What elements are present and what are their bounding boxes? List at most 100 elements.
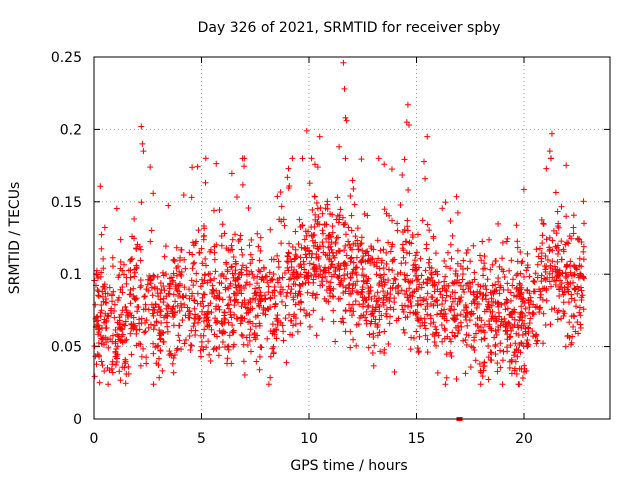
- data-point: [225, 346, 232, 353]
- data-point: [240, 341, 247, 348]
- data-point: [111, 314, 118, 321]
- data-point: [438, 322, 445, 329]
- data-point: [228, 170, 235, 177]
- data-point: [239, 155, 246, 162]
- data-point: [184, 304, 191, 311]
- data-point: [333, 234, 340, 241]
- data-point: [304, 289, 311, 296]
- data-point: [390, 306, 397, 313]
- data-point: [515, 332, 522, 339]
- data-point: [288, 258, 295, 265]
- data-point: [444, 249, 451, 256]
- data-point: [368, 311, 375, 318]
- data-point: [452, 267, 459, 274]
- data-point: [453, 375, 460, 382]
- data-point: [237, 232, 244, 239]
- data-point: [253, 358, 260, 365]
- data-point: [215, 352, 222, 359]
- data-point: [176, 307, 183, 314]
- data-point: [563, 213, 570, 220]
- data-point: [559, 270, 566, 277]
- data-point: [492, 257, 499, 264]
- data-point: [580, 256, 587, 263]
- data-point: [289, 243, 296, 250]
- data-point: [380, 302, 387, 309]
- data-point: [411, 257, 418, 264]
- data-point: [385, 277, 392, 284]
- data-point: [214, 333, 221, 340]
- data-point: [347, 274, 354, 281]
- data-point: [397, 269, 404, 276]
- data-point: [524, 343, 531, 350]
- data-point: [274, 252, 281, 259]
- data-point: [267, 295, 274, 302]
- data-point: [264, 279, 271, 286]
- data-point: [147, 164, 154, 171]
- data-point: [361, 210, 368, 217]
- data-point: [492, 313, 499, 320]
- data-point: [150, 312, 157, 319]
- data-point: [232, 261, 239, 268]
- data-point: [155, 355, 162, 362]
- data-point: [326, 249, 333, 256]
- data-point: [482, 292, 489, 299]
- data-point: [459, 276, 466, 283]
- data-point: [194, 163, 201, 170]
- data-point: [222, 284, 229, 291]
- data-point: [391, 295, 398, 302]
- data-point: [493, 331, 500, 338]
- data-point: [174, 302, 181, 309]
- data-point: [406, 285, 413, 292]
- data-point: [553, 244, 560, 251]
- data-point: [219, 339, 226, 346]
- data-point: [360, 312, 367, 319]
- data-point: [432, 323, 439, 330]
- data-point: [268, 256, 275, 263]
- data-point: [548, 155, 555, 162]
- data-point: [481, 253, 488, 260]
- data-point: [462, 301, 469, 308]
- data-point: [571, 313, 578, 320]
- data-point: [541, 275, 548, 282]
- data-point: [348, 312, 355, 319]
- data-point: [381, 271, 388, 278]
- data-point: [359, 272, 366, 279]
- data-point: [276, 216, 283, 223]
- data-point: [133, 330, 140, 337]
- data-point: [98, 340, 105, 347]
- data-point: [257, 268, 264, 275]
- data-point: [524, 286, 531, 293]
- data-point: [536, 304, 543, 311]
- data-point: [241, 163, 248, 170]
- data-point: [306, 323, 313, 330]
- data-point: [399, 241, 406, 248]
- data-point: [238, 303, 245, 310]
- data-point: [290, 280, 297, 287]
- data-point: [196, 249, 203, 256]
- data-point: [188, 194, 195, 201]
- data-point: [311, 264, 318, 271]
- data-point: [205, 338, 212, 345]
- data-point: [467, 310, 474, 317]
- data-point: [208, 309, 215, 316]
- data-point: [499, 239, 506, 246]
- data-point: [387, 304, 394, 311]
- data-point: [328, 258, 335, 265]
- data-point: [454, 301, 461, 308]
- data-point: [243, 271, 250, 278]
- data-point: [182, 312, 189, 319]
- data-point: [368, 296, 375, 303]
- data-point: [175, 322, 182, 329]
- data-point: [389, 267, 396, 274]
- data-point: [497, 340, 504, 347]
- data-point: [229, 236, 236, 243]
- data-point: [463, 304, 470, 311]
- data-point: [495, 326, 502, 333]
- data-point: [532, 270, 539, 277]
- data-point: [284, 174, 291, 181]
- data-point: [391, 368, 398, 375]
- data-point: [399, 171, 406, 178]
- data-point: [306, 260, 313, 267]
- data-point: [401, 226, 408, 233]
- data-point: [247, 326, 254, 333]
